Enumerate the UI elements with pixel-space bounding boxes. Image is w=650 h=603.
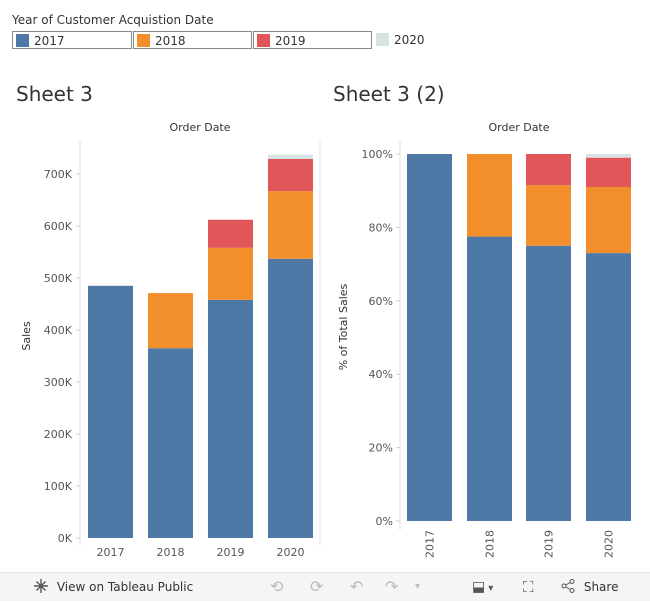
chart1-bar-2020-series-2018[interactable] — [268, 191, 313, 259]
legend-label-2020: 2020 — [394, 33, 425, 47]
sheet-3-title: Sheet 3 — [16, 82, 93, 106]
share-icon — [561, 579, 575, 593]
fullscreen-icon[interactable]: ⛶ — [523, 578, 534, 596]
legend-swatch-2017 — [16, 34, 29, 47]
chart1-x-tick-label: 2019 — [217, 546, 245, 559]
chart1-y-tick-label: 400K — [44, 324, 73, 337]
view-on-tableau-public-label: View on Tableau Public — [56, 580, 194, 594]
chart2-y-axis-label: % of Total Sales — [337, 283, 350, 370]
chart1-bar-2019-series-2017[interactable] — [208, 299, 253, 538]
revert-icon[interactable]: ↶ — [350, 577, 364, 596]
charts-canvas: Order Date 0K 100K 200K 300K 400K 500K 600K 700K… — [20, 121, 631, 559]
chart2-x-tick-label: 2017 — [424, 530, 437, 558]
legend-label-2017: 2017 — [34, 34, 65, 48]
chart2-bar-2017-series-2017[interactable] — [407, 154, 452, 521]
undo-icon[interactable]: ⟲ — [270, 577, 284, 596]
chart2-y-tick-label: 100% — [362, 148, 393, 161]
chart1-x-tick-label: 2018 — [157, 546, 185, 559]
chart2-y-tick-label: 60% — [369, 295, 393, 308]
legend-label-2019: 2019 — [275, 34, 306, 48]
legend-item-2018[interactable]: 2018 — [133, 31, 252, 49]
share-label: Share — [583, 580, 619, 594]
chart2-bar-2019-series-2017[interactable] — [526, 245, 571, 521]
chart1-y-tick-label: 100K — [44, 480, 73, 493]
legend: 2017 2018 2019 2020 — [12, 31, 452, 51]
legend-item-2017[interactable]: 2017 — [12, 31, 132, 49]
chart2-x-header: Order Date — [488, 121, 549, 134]
chart2-y-tick-label: 0% — [376, 515, 393, 528]
download-dropdown-icon: ▾ — [488, 583, 494, 594]
chart1-x-header: Order Date — [169, 121, 230, 134]
chart2-x-tick-label: 2020 — [603, 530, 616, 558]
sheet-3-2-title: Sheet 3 (2) — [333, 82, 445, 106]
chart1-x-tick-label: 2020 — [277, 546, 305, 559]
chart2-bar-2019-series-2018[interactable] — [526, 185, 571, 246]
redo-icon[interactable]: ⟳ — [310, 577, 324, 596]
view-on-tableau-public-button[interactable]: View on Tableau Public — [33, 573, 193, 601]
chart2-bar-2018-series-2018[interactable] — [467, 154, 512, 237]
chart1-y-tick-label: 600K — [44, 220, 73, 233]
chart1-bar-2018-series-2018[interactable] — [148, 293, 193, 349]
chart1-bar-2017-series-2017[interactable] — [88, 285, 133, 538]
legend-swatch-2019 — [257, 34, 270, 47]
tableau-toolbar: View on Tableau Public ⟲ ⟳ ↶ ↷ ▾ ⬓ ▾ ⛶ Sh… — [0, 572, 650, 601]
legend-title: Year of Customer Acquistion Date — [12, 13, 214, 27]
chart1-bar-2018-series-2017[interactable] — [148, 348, 193, 538]
chart2-bar-2020-series-2019[interactable] — [586, 157, 631, 188]
chart1-bar-2020-series-2020[interactable] — [268, 154, 313, 159]
chart2-bar-2018-series-2017[interactable] — [467, 236, 512, 521]
chart1-y-tick-label: 500K — [44, 272, 73, 285]
chart2-y-tick-label: 20% — [369, 442, 393, 455]
chart1-bar-2019-series-2019[interactable] — [208, 219, 253, 248]
download-icon: ⬓ — [472, 579, 486, 595]
refresh-dropdown-icon[interactable]: ▾ — [415, 581, 421, 592]
legend-item-2019[interactable]: 2019 — [253, 31, 372, 49]
legend-label-2018: 2018 — [155, 34, 186, 48]
chart2-x-tick-label: 2019 — [543, 530, 556, 558]
chart2-bar-2020-series-2017[interactable] — [586, 253, 631, 521]
legend-swatch-2020 — [376, 33, 389, 46]
legend-swatch-2018 — [137, 34, 150, 47]
chart1-y-tick-label: 200K — [44, 428, 73, 441]
refresh-icon[interactable]: ↷ — [385, 577, 399, 596]
chart2-bar-2020-series-2020[interactable] — [586, 154, 631, 158]
chart2-y-tick-label: 40% — [369, 368, 393, 381]
chart1-y-tick-label: 700K — [44, 168, 73, 181]
legend-item-2020[interactable]: 2020 — [373, 31, 453, 49]
chart1-y-axis-label: Sales — [20, 321, 33, 351]
chart2-y-tick-label: 80% — [369, 221, 393, 234]
chart2-bar-2020-series-2018[interactable] — [586, 187, 631, 254]
chart1-x-tick-label: 2017 — [97, 546, 125, 559]
chart2-x-tick-label: 2018 — [484, 530, 497, 558]
chart1-y-tick-label: 0K — [58, 532, 73, 545]
share-button[interactable]: Share — [560, 573, 618, 601]
chart1-bar-2019-series-2018[interactable] — [208, 247, 253, 300]
chart1-bar-2020-series-2019[interactable] — [268, 158, 313, 192]
chart1-y-tick-label: 300K — [44, 376, 73, 389]
chart2-bar-2019-series-2019[interactable] — [526, 154, 571, 186]
chart1-bar-2020-series-2017[interactable] — [268, 258, 313, 538]
tableau-logo-icon — [34, 579, 48, 593]
download-button[interactable]: ⬓ ▾ — [472, 573, 493, 601]
